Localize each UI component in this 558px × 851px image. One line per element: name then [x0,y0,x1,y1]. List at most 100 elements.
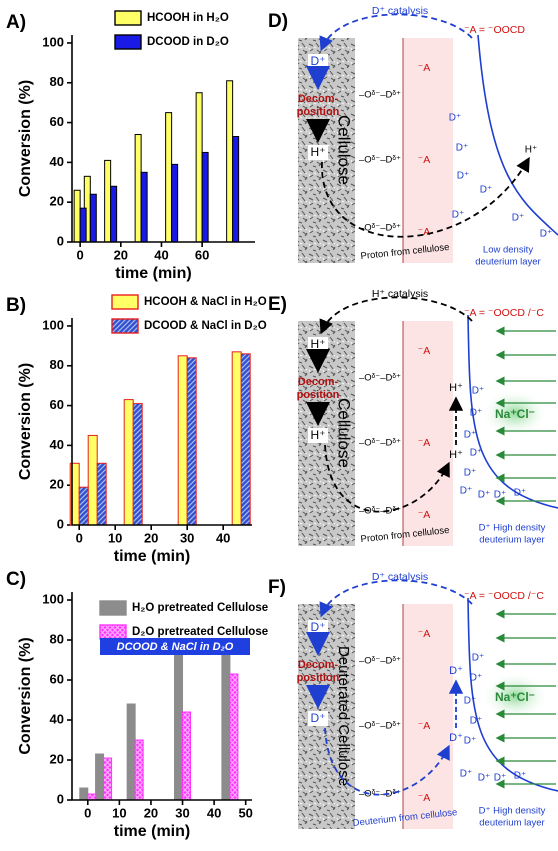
y-axis-label: Conversion (%) [17,637,34,754]
bar [231,351,242,526]
bar [229,673,239,801]
bar [182,711,192,801]
x-tick-label: 20 [144,805,158,820]
bottom-ion: H⁺ [311,145,326,159]
bar [78,486,89,526]
substrate-label: Cellulose [335,115,354,185]
salt-label: Na⁺Cl⁻ [495,690,535,704]
anion-label: ⁻A [418,154,431,166]
bar [73,189,81,243]
panel-label: E) [268,294,287,315]
layer-ion: D⁺ [470,716,483,727]
y-tick-label: 100 [42,34,64,49]
anion-definition: ⁻A = ⁻OOCD /⁻C [464,307,544,319]
y-tick-label: 0 [57,516,64,531]
anion-definition: ⁻A = ⁻OOCD [464,24,525,36]
y-tick-label: 20 [50,194,64,209]
y-tick-label: 100 [42,317,64,332]
x-tick-label: 0 [77,247,84,262]
layer-label: D⁺ High density [479,806,546,817]
bar [87,434,98,526]
layer-ion: D⁺ [514,771,527,782]
anion-label: ⁻A [418,509,431,521]
top-ion: D⁺ [311,620,326,634]
decomposition-label: position [297,106,340,118]
layer-label: deuterium layer [479,818,544,829]
legend-swatch [114,10,142,26]
annotation: DCOOD & NaCl in D₂O [117,641,234,653]
layer-ion: D⁺ [470,448,483,459]
panel-label: B) [6,295,26,316]
x-tick-label: 30 [175,805,189,820]
legend-label: HCOOH in H₂O [147,12,229,24]
decomposition-label: Decom- [298,376,339,388]
layer-ion: D⁺ [480,185,493,196]
y-tick-label: 60 [50,671,64,686]
bar [87,793,97,801]
arrow-ion: D⁺ [449,732,463,744]
legend-swatch [111,294,139,310]
bar [195,92,203,243]
anion-label: ⁻A [418,62,431,74]
layer-label: deuterium layer [475,257,540,268]
legend-swatch [99,600,127,616]
x-tick-label: 30 [180,530,194,545]
x-tick-label: 40 [154,247,168,262]
x-tick-label: 10 [108,530,122,545]
legend-label: D₂O pretreated Cellulose [132,626,268,638]
bond-label: –Oᵟ⁻–Dᵟ⁺ [359,656,401,667]
catalysis-path [319,296,473,335]
anion-label: ⁻A [418,345,431,357]
ion-box [308,711,328,726]
y-tick-label: 80 [50,357,64,372]
layer-ion: D⁺ [460,486,473,497]
bond-label: –Oᵟ⁻–Dᵟ⁺ [359,90,401,101]
layer-ion: D⁺ [514,488,527,499]
legend-swatch [99,624,127,640]
bar [232,136,240,243]
panel-label: A) [6,12,26,33]
bar [104,159,112,243]
bar [140,171,148,243]
arrow-ion: H⁺ [525,145,538,156]
ion-box [308,145,328,160]
arrow-ion: H⁺ [449,449,463,461]
bond-label: –Oᵟ⁻–Dᵟ⁺ [359,223,401,234]
x-axis-label: time (min) [114,823,190,840]
bar [134,134,142,243]
bond-label: –Oᵟ⁻–Dᵟ⁺ [359,155,401,166]
layer-ion: D⁺ [478,490,491,501]
layer-ion: D⁺ [460,769,473,780]
top-ion: D⁺ [311,54,326,68]
bond-label: –Oᵟ⁻–Dᵟ⁺ [359,506,401,517]
legend-label: HCOOH & NaCl in H₂O [144,296,267,308]
anion-label: ⁻A [418,792,431,804]
y-tick-label: 40 [50,154,64,169]
substrate-label: Deuterated Cellulose [335,646,352,786]
catalysis-label: D⁺ catalysis [372,5,428,17]
bond-label: –Oᵟ⁻–Dᵟ⁺ [359,789,401,800]
bond-label: –Oᵟ⁻–Dᵟ⁺ [359,373,401,384]
bar [226,80,234,243]
catalysis-label: D⁺ catalysis [372,571,428,583]
layer-ion: D⁺ [540,229,553,240]
legend-swatch [111,318,139,334]
bar [174,649,184,801]
layer-ion: D⁺ [456,143,469,154]
x-tick-label: 10 [112,805,126,820]
layer-ion: D⁺ [464,468,477,479]
bar [240,353,251,526]
anion-label: ⁻A [418,628,431,640]
layer-ion: D⁺ [452,210,465,221]
bar [79,207,87,243]
layer-ion: D⁺ [464,696,477,707]
decomposition-label: position [297,672,340,684]
x-tick-label: 0 [76,530,83,545]
bar [123,399,134,526]
decomposition-label: Decom- [298,93,339,105]
bottom-ion: H⁺ [311,428,326,442]
x-tick-label: 20 [114,247,128,262]
layer-ion: D⁺ [464,736,477,747]
layer-boundary [467,597,558,792]
